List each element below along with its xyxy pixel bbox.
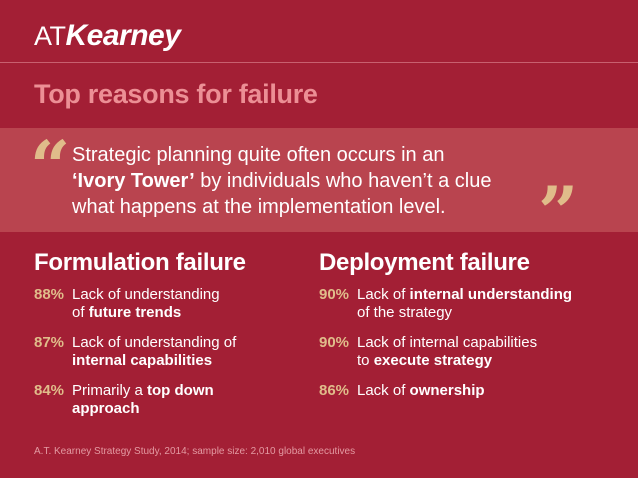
percentage: 87% [34,334,65,351]
quote-line-2: ‘Ivory Tower’ by individuals who haven’t… [72,168,542,194]
item-text-line: Lack of understanding [72,286,220,303]
deployment-heading: Deployment failure [319,249,530,276]
item-text: Primarily a top down approach [72,382,242,418]
logo-name: Kearney [65,19,181,52]
percentage: 88% [34,286,65,303]
percentage: 90% [319,334,350,351]
item-text: Lack of internal understanding of the st… [357,286,607,322]
item-text: Lack of understanding of future trends [72,286,302,322]
item-text-line: to execute strategy [357,352,607,370]
close-quote-icon: ” [538,171,579,254]
item-text-line: of the strategy [357,304,453,321]
item-text-prefix: Lack of [357,382,410,399]
quote-band [0,128,638,232]
percentage: 90% [319,286,350,303]
item-text-line: internal capabilities [72,352,302,370]
company-logo: ATKearney [34,18,181,54]
page-title: Top reasons for failure [34,79,318,109]
item-text-prefix: of [72,304,89,321]
source-footnote: A.T. Kearney Strategy Study, 2014; sampl… [34,446,356,457]
percentage: 86% [319,382,350,399]
item-text-bold: internal capabilities [72,352,213,369]
quote-line-2-rest: by individuals who haven’t a clue [194,170,492,192]
quote-line-1: Strategic planning quite often occurs in… [72,144,445,166]
item-text-bold: ownership [409,382,485,399]
percentage: 84% [34,382,65,399]
item-text-bold: execute strategy [373,352,493,369]
item-text-line: Lack of internal capabilities [357,334,538,351]
item-text-line: of future trends [72,304,302,322]
item-text-bold: future trends [88,304,182,321]
item-text-line: Lack of understanding of [72,334,237,351]
item-text: Lack of ownership [357,382,607,400]
item-text-prefix: Primarily a [72,382,148,399]
item-text-bold: top down approach [72,382,214,417]
quote-emphasis: ‘Ivory Tower’ [72,170,195,192]
quote-line-3: what happens at the implementation level… [72,196,446,218]
quote-text: Strategic planning quite often occurs in… [72,142,542,220]
item-text-prefix: Lack of [357,286,410,303]
item-text-bold: internal understanding [409,286,573,303]
item-text: Lack of understanding of internal capabi… [72,334,302,370]
formulation-heading: Formulation failure [34,249,246,276]
open-quote-icon: “ [30,125,71,208]
logo-prefix: AT [34,21,66,51]
item-text-line: Lack of internal understanding [357,286,607,304]
item-text-prefix: to [357,352,374,369]
item-text: Lack of internal capabilities to execute… [357,334,607,370]
header-divider [0,62,638,63]
